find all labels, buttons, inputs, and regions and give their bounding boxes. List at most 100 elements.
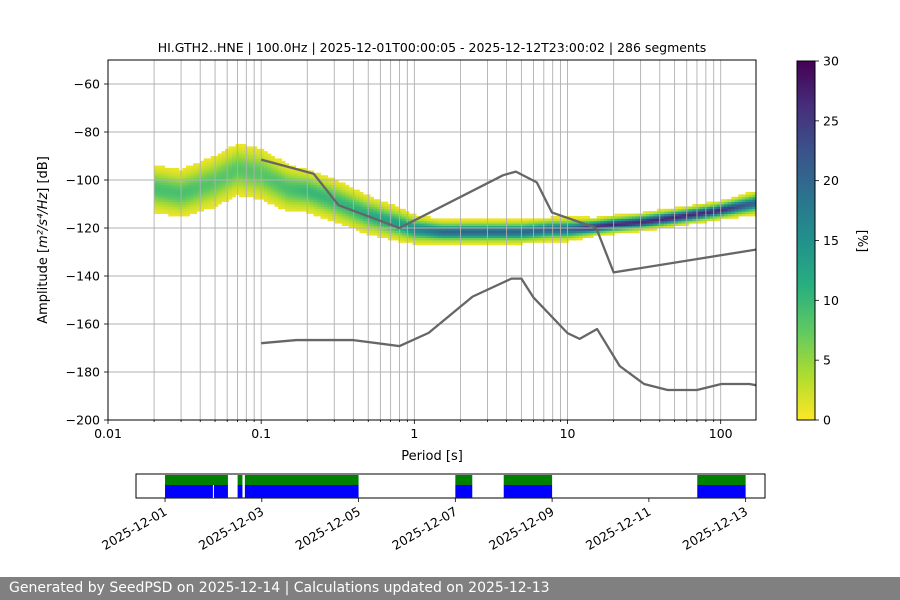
heatmap-cell [345, 211, 350, 214]
heatmap-cell [302, 201, 307, 205]
heatmap-cell [249, 151, 254, 154]
heatmap-cell [401, 237, 406, 241]
timeline-date-label: 2025-12-13 [680, 504, 750, 553]
heatmap-cell [469, 230, 474, 234]
heatmap-cell [586, 228, 590, 231]
timeline-frame [135, 473, 766, 499]
heatmap-cell [256, 151, 261, 154]
heatmap-cell [281, 184, 286, 188]
heatmap-cell [239, 180, 244, 183]
heatmap-cell [610, 223, 615, 226]
heatmap-cell [193, 182, 197, 186]
heatmap-cell [154, 208, 159, 212]
heatmap-cell [157, 196, 162, 200]
heatmap-cell [207, 204, 212, 207]
heatmap-cell [239, 172, 244, 176]
heatmap-cell [193, 199, 197, 202]
heatmap-cell [501, 223, 506, 226]
heatmap-cell [292, 204, 297, 207]
heatmap-cell [196, 196, 201, 200]
heatmap-cell [444, 242, 449, 246]
heatmap-cell [380, 213, 385, 217]
heatmap-cell [363, 230, 367, 234]
heatmap-cell [171, 182, 176, 186]
heatmap-cell [210, 160, 215, 164]
heatmap-cell [278, 187, 282, 190]
x-tick-label: 0.1 [251, 426, 271, 441]
heatmap-cell [515, 230, 520, 234]
heatmap-cell [331, 199, 336, 202]
heatmap-cell [469, 237, 474, 241]
heatmap-cell [341, 216, 346, 219]
heatmap-cell [355, 192, 360, 195]
heatmap-cell [295, 201, 300, 205]
heatmap-cell [334, 180, 339, 183]
heatmap-cell [214, 199, 219, 202]
heatmap-cell [398, 230, 403, 234]
heatmap-cell [490, 242, 495, 246]
heatmap-cell [263, 165, 268, 169]
heatmap-cell [217, 192, 222, 195]
heatmap-cell [260, 192, 265, 195]
heatmap-cell [260, 175, 265, 178]
heatmap-cell [639, 213, 644, 217]
heatmap-cell [171, 172, 176, 176]
heatmap-cell [292, 180, 297, 183]
heatmap-cell [278, 201, 282, 205]
heatmap-cell [469, 235, 474, 238]
heatmap-cell [586, 230, 590, 234]
heatmap-cell [171, 177, 176, 181]
heatmap-cell [387, 235, 392, 238]
heatmap-cell [352, 206, 357, 210]
heatmap-cell [607, 232, 612, 236]
coverage-data [237, 485, 243, 498]
heatmap-cell [200, 201, 205, 205]
heatmap-cell [260, 170, 265, 174]
heatmap-cell [246, 189, 251, 193]
heatmap-cell [479, 232, 484, 236]
heatmap-cell [355, 218, 360, 222]
data-availability-timeline: 2025-12-01 2025-12-03 2025-12-05 2025-12-07… [99, 473, 766, 553]
heatmap-cell [352, 218, 357, 222]
heatmap-cell [391, 218, 396, 222]
heatmap-cell [253, 192, 258, 195]
heatmap-cell [596, 228, 601, 231]
heatmap-cell [345, 199, 350, 202]
heatmap-cell [536, 220, 541, 224]
heatmap-cell [299, 206, 304, 210]
heatmap-cell [306, 182, 311, 186]
heatmap-cell [433, 242, 438, 246]
heatmap-cell [260, 156, 265, 159]
heatmap-cell [253, 156, 258, 159]
heatmap-cell [185, 194, 190, 198]
heatmap-cell [547, 218, 552, 222]
heatmap-cell [246, 148, 251, 152]
heatmap-cell [338, 189, 343, 193]
heatmap-cell [752, 211, 756, 214]
heatmap-cell [635, 230, 640, 234]
heatmap-cell [288, 192, 293, 195]
heatmap-cell [154, 187, 159, 190]
y-axis-label-prefix: Amplitude [ [36, 248, 51, 324]
heatmap-cell [295, 204, 300, 207]
heatmap-cell [540, 235, 544, 238]
heatmap-cell [267, 182, 272, 186]
heatmap-cell [419, 225, 424, 229]
heatmap-cell [285, 187, 290, 190]
heatmap-cell [267, 184, 272, 188]
heatmap-cell [196, 204, 201, 207]
heatmap-cell [239, 189, 244, 193]
heatmap-cell [423, 230, 428, 234]
heatmap-cell [242, 180, 247, 183]
heatmap-cell [313, 196, 318, 200]
heatmap-cell [274, 196, 279, 200]
y-axis-label-units: m²/s⁴/Hz [36, 192, 51, 248]
heatmap-cell [419, 230, 424, 234]
heatmap-cell [398, 235, 403, 238]
heatmap-cell [285, 208, 290, 212]
heatmap-cell [253, 165, 258, 169]
heatmap-cell [451, 220, 456, 224]
heatmap-cell [302, 208, 307, 212]
heatmap-cell [274, 199, 279, 202]
heatmap-cell [363, 201, 367, 205]
